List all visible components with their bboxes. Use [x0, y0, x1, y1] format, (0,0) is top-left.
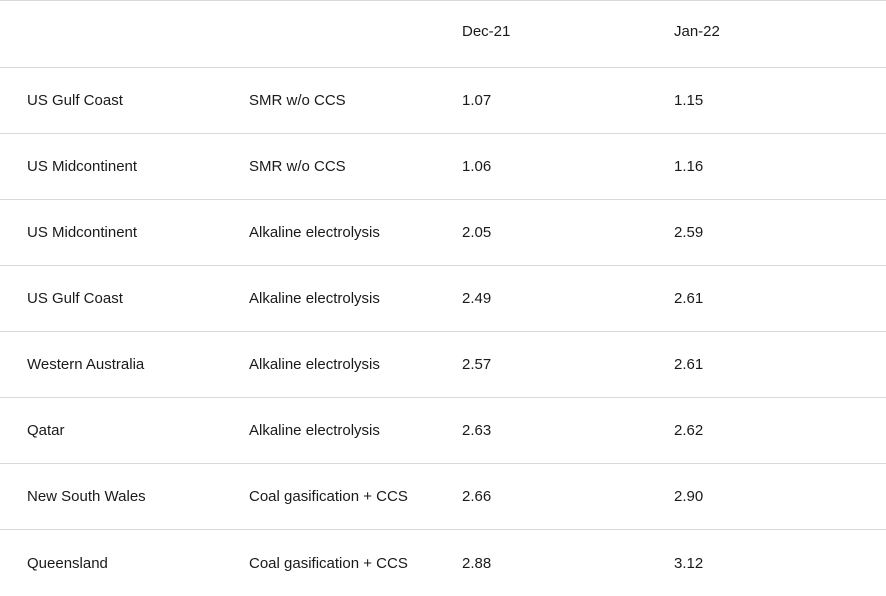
table-header-row: Dec-21 Jan-22 — [0, 1, 886, 68]
table-row: Western Australia Alkaline electrolysis … — [0, 332, 886, 398]
cell-dec21: 1.07 — [462, 92, 492, 109]
cell-region: US Midcontinent — [27, 224, 138, 241]
cell-jan22: 2.61 — [674, 356, 704, 373]
cell-dec21: 1.06 — [462, 158, 492, 175]
cell-process: Alkaline electrolysis — [249, 422, 380, 439]
cell-process: Coal gasification + CCS — [249, 488, 408, 505]
cell-dec21: 2.49 — [462, 290, 492, 307]
table-row: US Midcontinent SMR w/o CCS 1.06 1.16 — [0, 134, 886, 200]
cell-jan22: 1.15 — [674, 92, 704, 109]
cell-dec21: 2.66 — [462, 488, 492, 505]
cell-region: US Midcontinent — [27, 158, 138, 175]
cell-region: Qatar — [27, 422, 65, 439]
cell-dec21: 2.57 — [462, 356, 492, 373]
cell-jan22: 2.62 — [674, 422, 704, 439]
cell-jan22: 2.61 — [674, 290, 704, 307]
table-row: US Gulf Coast SMR w/o CCS 1.07 1.15 — [0, 68, 886, 134]
table-row: New South Wales Coal gasification + CCS … — [0, 464, 886, 530]
header-cell-dec21: Dec-21 — [462, 23, 511, 40]
cell-process: SMR w/o CCS — [249, 158, 346, 175]
cell-process: Coal gasification + CCS — [249, 554, 408, 572]
table-row: Queensland Coal gasification + CCS 2.88 … — [0, 530, 886, 596]
cell-process: Alkaline electrolysis — [249, 224, 380, 241]
cell-region: Western Australia — [27, 356, 145, 373]
cell-process: SMR w/o CCS — [249, 92, 346, 109]
cell-jan22: 2.59 — [674, 224, 704, 241]
header-cell-jan22: Jan-22 — [674, 23, 720, 40]
cell-jan22: 1.16 — [674, 158, 704, 175]
cell-process: Alkaline electrolysis — [249, 290, 380, 307]
cell-region: New South Wales — [27, 488, 146, 505]
cell-region: US Gulf Coast — [27, 92, 123, 109]
cell-region: Queensland — [27, 554, 108, 572]
table-row: US Midcontinent Alkaline electrolysis 2.… — [0, 200, 886, 266]
table-row: Qatar Alkaline electrolysis 2.63 2.62 — [0, 398, 886, 464]
cell-dec21: 2.63 — [462, 422, 492, 439]
cell-dec21: 2.05 — [462, 224, 492, 241]
cell-dec21: 2.88 — [462, 554, 492, 572]
cell-jan22: 3.12 — [674, 554, 704, 572]
table-row: US Gulf Coast Alkaline electrolysis 2.49… — [0, 266, 886, 332]
cell-region: US Gulf Coast — [27, 290, 123, 307]
cell-jan22: 2.90 — [674, 488, 704, 505]
cell-process: Alkaline electrolysis — [249, 356, 380, 373]
